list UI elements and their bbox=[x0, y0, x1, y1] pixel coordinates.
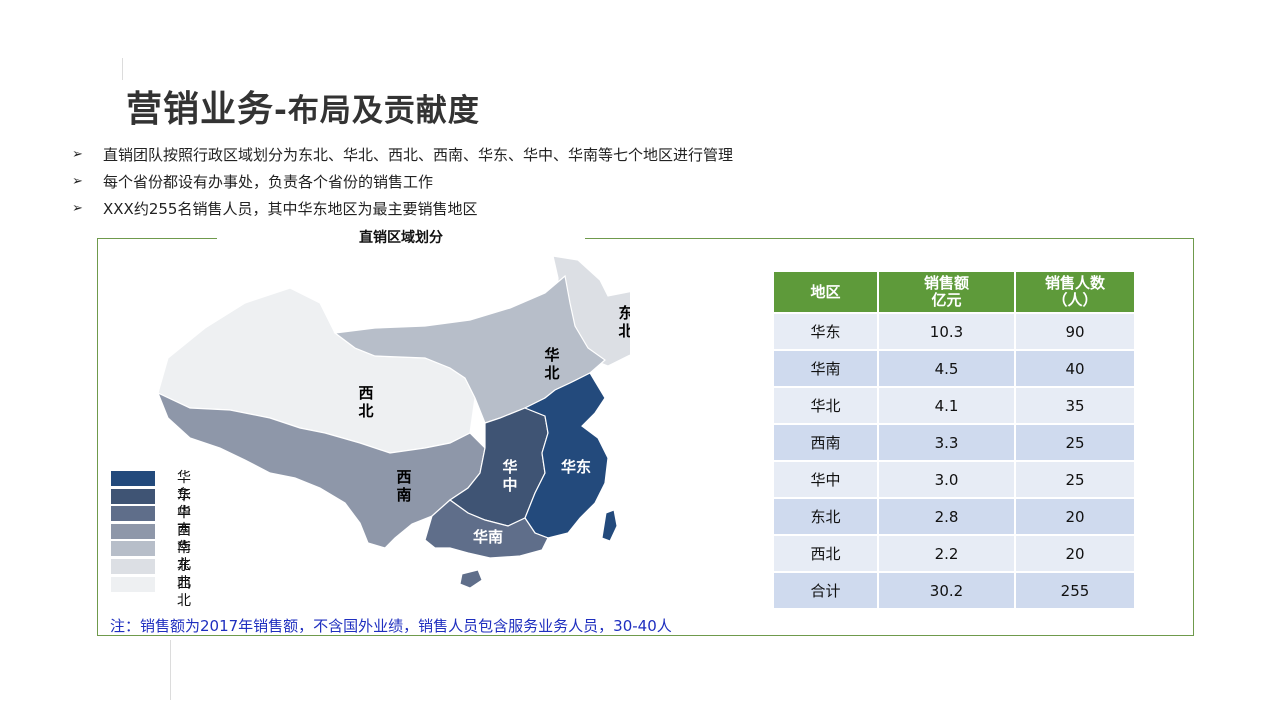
cell-staff: 35 bbox=[1016, 388, 1134, 423]
legend-label: 华东 bbox=[177, 470, 191, 503]
table-row: 西北 2.2 20 bbox=[774, 536, 1134, 571]
page-title: 营销业务-布局及贡献度 bbox=[126, 80, 480, 132]
table-row: 西南 3.3 25 bbox=[774, 425, 1134, 460]
cell-staff: 90 bbox=[1016, 314, 1134, 349]
legend-label: 华南 bbox=[177, 505, 191, 539]
legend-swatch bbox=[111, 471, 155, 486]
legend-label: 华北 bbox=[177, 540, 191, 574]
bullet-item: ➢ XXX约255名销售人员，其中华东地区为最主要销售地区 bbox=[72, 198, 733, 225]
cell-sales: 2.2 bbox=[879, 536, 1014, 571]
bullet-text: 直销团队按照行政区域划分为东北、华北、西北、西南、华东、华中、华南等七个地区进行… bbox=[103, 146, 734, 164]
bullet-text: 每个省份都设有办事处，负责各个省份的销售工作 bbox=[103, 173, 434, 191]
region-huadong[interactable] bbox=[523, 372, 609, 539]
cell-region: 华中 bbox=[774, 462, 877, 497]
bullet-arrow-icon: ➢ bbox=[72, 147, 83, 162]
label-huazhong: 华中 bbox=[502, 458, 517, 494]
header-staff: 销售人数 （人） bbox=[1016, 272, 1134, 312]
cell-region: 西北 bbox=[774, 536, 877, 571]
cell-region: 华南 bbox=[774, 351, 877, 386]
cell-staff: 25 bbox=[1016, 425, 1134, 460]
cell-staff: 40 bbox=[1016, 351, 1134, 386]
bullet-item: ➢ 每个省份都设有办事处，负责各个省份的销售工作 bbox=[72, 171, 733, 198]
header-region: 地区 bbox=[774, 272, 877, 312]
cell-sales: 4.5 bbox=[879, 351, 1014, 386]
table-row: 东北 2.8 20 bbox=[774, 499, 1134, 534]
cell-sales: 3.0 bbox=[879, 462, 1014, 497]
region-hainan[interactable] bbox=[459, 569, 483, 589]
table-row: 华中 3.0 25 bbox=[774, 462, 1134, 497]
legend-swatch bbox=[111, 506, 155, 522]
cell-staff: 20 bbox=[1016, 499, 1134, 534]
legend-swatch bbox=[111, 541, 155, 557]
bullet-arrow-icon: ➢ bbox=[72, 174, 83, 189]
bullet-item: ➢ 直销团队按照行政区域划分为东北、华北、西北、西南、华东、华中、华南等七个地区进… bbox=[72, 144, 733, 171]
cell-region: 华北 bbox=[774, 388, 877, 423]
label-xinan: 西南 bbox=[396, 468, 411, 504]
legend-swatch bbox=[111, 558, 155, 574]
cell-sales: 2.8 bbox=[879, 499, 1014, 534]
cell-sales: 3.3 bbox=[879, 425, 1014, 460]
divider-line bbox=[170, 640, 171, 700]
region-huanan[interactable] bbox=[424, 499, 549, 559]
table-header-row: 地区 销售额 亿元 销售人数 （人） bbox=[774, 272, 1134, 312]
cell-staff: 25 bbox=[1016, 462, 1134, 497]
cell-sales: 10.3 bbox=[879, 314, 1014, 349]
bullet-text: XXX约255名销售人员，其中华东地区为最主要销售地区 bbox=[103, 200, 478, 218]
legend-swatch bbox=[111, 488, 155, 504]
footnote: 注：销售额为2017年销售额，不含国外业绩，销售人员包含服务业务人员，30-40… bbox=[110, 617, 672, 635]
legend-label: 西南 bbox=[177, 522, 191, 556]
label-dongbei: 东北 bbox=[618, 304, 630, 340]
legend-swatch bbox=[111, 523, 155, 539]
map-title: 直销区域划分 bbox=[359, 230, 443, 246]
title-main: 营销业务 bbox=[126, 89, 275, 130]
header-sales: 销售额 亿元 bbox=[879, 272, 1014, 312]
bullet-list: ➢ 直销团队按照行政区域划分为东北、华北、西北、西南、华东、华中、华南等七个地区进… bbox=[72, 144, 733, 225]
table-row-total: 合计 30.2 255 bbox=[774, 573, 1134, 608]
panel-title-gap bbox=[217, 233, 585, 243]
legend-label: 华中 bbox=[177, 487, 191, 521]
table-row: 华东 10.3 90 bbox=[774, 314, 1134, 349]
legend-label: 西北 bbox=[177, 575, 191, 609]
region-taiwan[interactable] bbox=[601, 509, 618, 542]
cell-staff: 255 bbox=[1016, 573, 1134, 608]
content-panel bbox=[97, 238, 1194, 636]
cell-region: 东北 bbox=[774, 499, 877, 534]
cell-sales: 4.1 bbox=[879, 388, 1014, 423]
table-row: 华南 4.5 40 bbox=[774, 351, 1134, 386]
label-xibei: 西北 bbox=[358, 384, 373, 420]
title-sub: -布局及贡献度 bbox=[274, 93, 480, 129]
cell-region: 合计 bbox=[774, 573, 877, 608]
china-region-map: 东北 华北 西北 西南 华中 华东 华南 bbox=[156, 255, 630, 589]
legend-swatch bbox=[111, 576, 155, 592]
divider-line bbox=[122, 58, 123, 80]
label-huabei: 华北 bbox=[544, 346, 559, 382]
sales-table: 地区 销售额 亿元 销售人数 （人） 华东 10.3 90 华南 4.5 40 华北 4.1 3… bbox=[772, 270, 1136, 610]
cell-sales: 30.2 bbox=[879, 573, 1014, 608]
table-row: 华北 4.1 35 bbox=[774, 388, 1134, 423]
label-huanan: 华南 bbox=[473, 528, 503, 546]
legend-label: 东北 bbox=[177, 557, 191, 591]
cell-staff: 20 bbox=[1016, 536, 1134, 571]
cell-region: 西南 bbox=[774, 425, 877, 460]
cell-region: 华东 bbox=[774, 314, 877, 349]
label-huadong: 华东 bbox=[561, 458, 591, 476]
bullet-arrow-icon: ➢ bbox=[72, 201, 83, 216]
